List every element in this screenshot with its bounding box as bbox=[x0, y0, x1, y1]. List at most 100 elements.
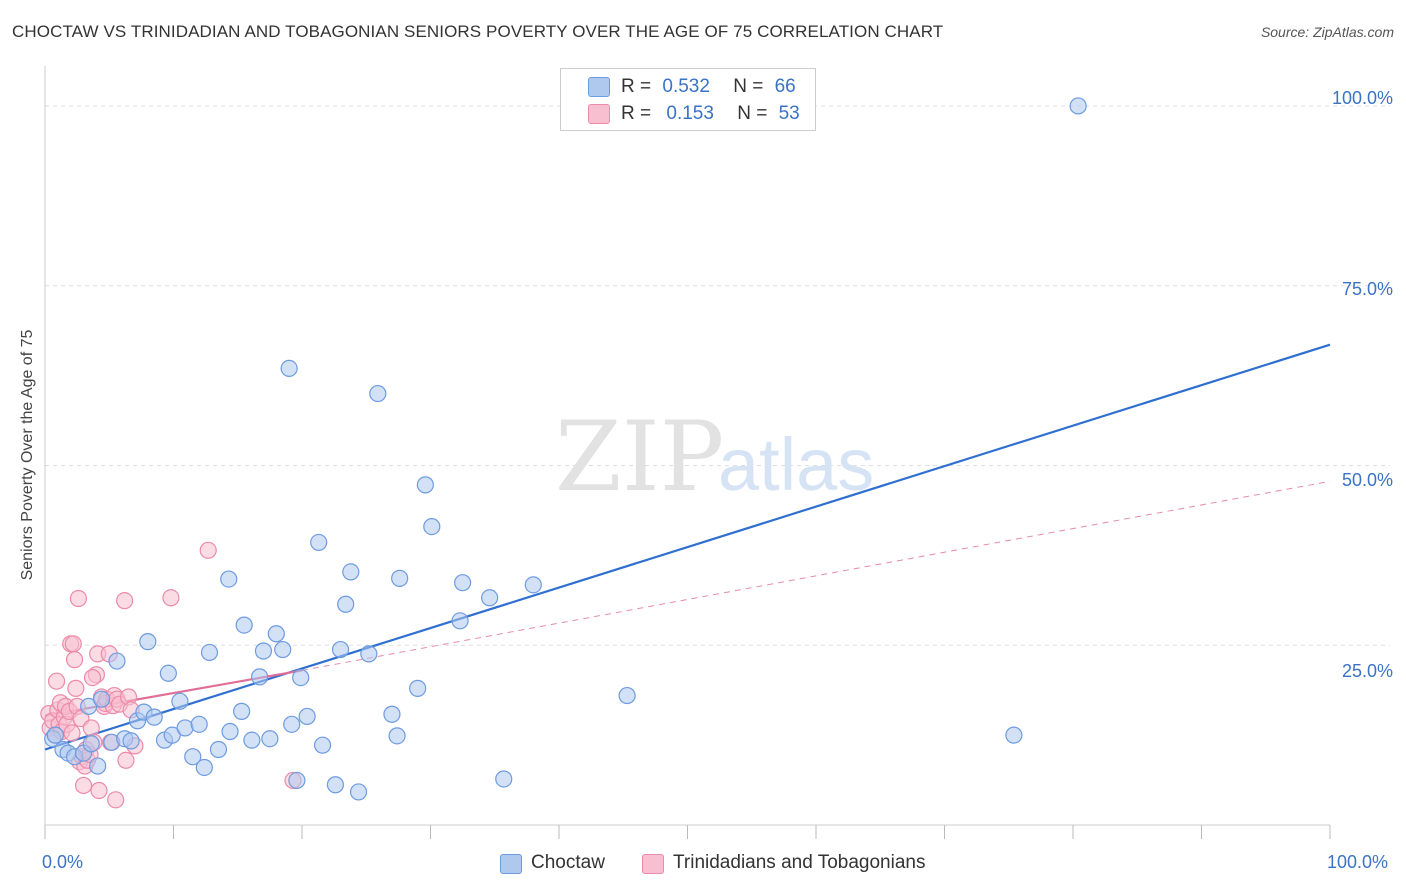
point-choctaw bbox=[122, 732, 140, 750]
point-choctaw bbox=[331, 640, 350, 659]
point-choctaw bbox=[481, 589, 499, 607]
watermark: ZIP atlas bbox=[555, 401, 874, 513]
point-trinidadian bbox=[82, 719, 100, 737]
point-choctaw bbox=[243, 731, 261, 749]
point-choctaw bbox=[108, 652, 126, 670]
point-trinidadian bbox=[64, 635, 82, 653]
point-choctaw bbox=[92, 690, 111, 708]
point-choctaw bbox=[283, 715, 301, 733]
point-choctaw bbox=[495, 770, 513, 788]
point-choctaw bbox=[618, 686, 636, 705]
bottom-legend-swatch-trinidadian bbox=[642, 854, 664, 874]
point-choctaw bbox=[383, 705, 401, 723]
trend-line-trinidadian bbox=[301, 480, 1331, 671]
point-choctaw bbox=[254, 642, 273, 660]
bottom-legend-label-trinidadian: Trinidadians and Tobagonians bbox=[673, 852, 926, 873]
axes bbox=[44, 66, 1331, 839]
point-choctaw bbox=[274, 640, 292, 659]
y-tick-label-25: 25.0% bbox=[1341, 661, 1393, 681]
point-choctaw bbox=[326, 776, 345, 794]
point-choctaw bbox=[80, 697, 98, 715]
source-credit: Source: ZipAtlas.com bbox=[1260, 24, 1394, 40]
point-trinidadian bbox=[116, 592, 134, 610]
point-choctaw bbox=[190, 715, 208, 733]
legend-n-value-trinidadian: 53 bbox=[778, 103, 800, 124]
point-choctaw bbox=[176, 719, 194, 737]
point-choctaw bbox=[391, 569, 409, 587]
point-choctaw bbox=[1069, 97, 1087, 115]
point-trinidadian bbox=[83, 668, 102, 687]
x-tick-label-min: 0.0% bbox=[42, 852, 84, 872]
point-choctaw bbox=[280, 359, 298, 378]
point-trinidadian bbox=[90, 781, 108, 800]
point-choctaw bbox=[342, 563, 360, 581]
point-trinidadian bbox=[63, 724, 81, 742]
point-choctaw bbox=[267, 625, 285, 643]
point-trinidadian bbox=[162, 589, 180, 607]
point-choctaw bbox=[369, 384, 387, 403]
stats-legend: R = 0.532 N = 66 R = 0.153 N = 53 bbox=[560, 68, 816, 131]
legend-r-label: R = bbox=[621, 103, 652, 124]
x-tick-label-max: 100.0% bbox=[1327, 852, 1389, 872]
bottom-legend-swatch-choctaw bbox=[500, 854, 522, 874]
point-trinidadian bbox=[74, 776, 93, 795]
point-choctaw bbox=[388, 727, 406, 745]
watermark-zip: ZIP bbox=[555, 401, 724, 513]
point-choctaw bbox=[423, 517, 441, 536]
point-trinidadian bbox=[107, 791, 125, 809]
chart-title: CHOCTAW VS TRINIDADIAN AND TOBAGONIAN SE… bbox=[12, 22, 944, 41]
point-choctaw bbox=[451, 612, 469, 630]
point-choctaw bbox=[250, 668, 269, 686]
point-choctaw bbox=[163, 726, 181, 744]
point-choctaw bbox=[349, 783, 368, 801]
point-choctaw bbox=[220, 570, 238, 588]
legend-swatch-choctaw bbox=[588, 77, 610, 97]
point-choctaw bbox=[416, 476, 434, 494]
point-choctaw bbox=[288, 771, 306, 790]
data-points bbox=[40, 97, 1087, 809]
point-choctaw bbox=[139, 633, 157, 651]
legend-n-value-choctaw: 66 bbox=[774, 76, 796, 97]
y-tick-label-100: 100.0% bbox=[1331, 88, 1393, 108]
point-trinidadian bbox=[65, 651, 84, 669]
point-choctaw bbox=[337, 595, 355, 613]
point-choctaw bbox=[46, 726, 64, 744]
point-choctaw bbox=[89, 757, 107, 775]
point-choctaw bbox=[454, 574, 472, 592]
legend-r-value-trinidadian: 0.153 bbox=[666, 103, 714, 124]
point-choctaw bbox=[409, 679, 427, 697]
bottom-legend-label-choctaw: Choctaw bbox=[531, 852, 605, 873]
point-choctaw bbox=[298, 707, 316, 726]
point-choctaw bbox=[233, 702, 251, 720]
point-choctaw bbox=[184, 748, 202, 766]
point-choctaw bbox=[310, 533, 328, 552]
point-trinidadian bbox=[47, 672, 66, 690]
point-choctaw bbox=[145, 708, 163, 726]
legend-swatch-trinidadian bbox=[588, 104, 610, 124]
point-choctaw bbox=[171, 692, 189, 710]
point-choctaw bbox=[292, 668, 310, 687]
point-choctaw bbox=[159, 664, 177, 682]
point-choctaw bbox=[209, 740, 228, 759]
legend-row-choctaw: R = 0.532 N = 66 bbox=[621, 76, 796, 98]
watermark-atlas: atlas bbox=[718, 423, 874, 506]
legend-n-label: N = bbox=[733, 76, 764, 97]
point-choctaw bbox=[360, 645, 378, 663]
point-choctaw bbox=[82, 735, 100, 753]
point-choctaw bbox=[1005, 726, 1023, 744]
point-choctaw bbox=[235, 616, 253, 634]
y-tick-label-75: 75.0% bbox=[1341, 279, 1393, 299]
point-choctaw bbox=[195, 758, 213, 777]
legend-n-label: N = bbox=[737, 103, 768, 124]
y-tick-label-50: 50.0% bbox=[1341, 470, 1393, 490]
legend-r-value-choctaw: 0.532 bbox=[662, 76, 710, 97]
point-choctaw bbox=[221, 722, 239, 741]
point-choctaw bbox=[200, 643, 219, 662]
point-trinidadian bbox=[67, 679, 85, 697]
point-choctaw bbox=[313, 736, 332, 754]
point-trinidadian bbox=[199, 541, 217, 559]
legend-row-trinidadian: R = 0.153 N = 53 bbox=[621, 103, 800, 125]
point-choctaw bbox=[261, 730, 279, 748]
point-trinidadian bbox=[117, 751, 135, 769]
